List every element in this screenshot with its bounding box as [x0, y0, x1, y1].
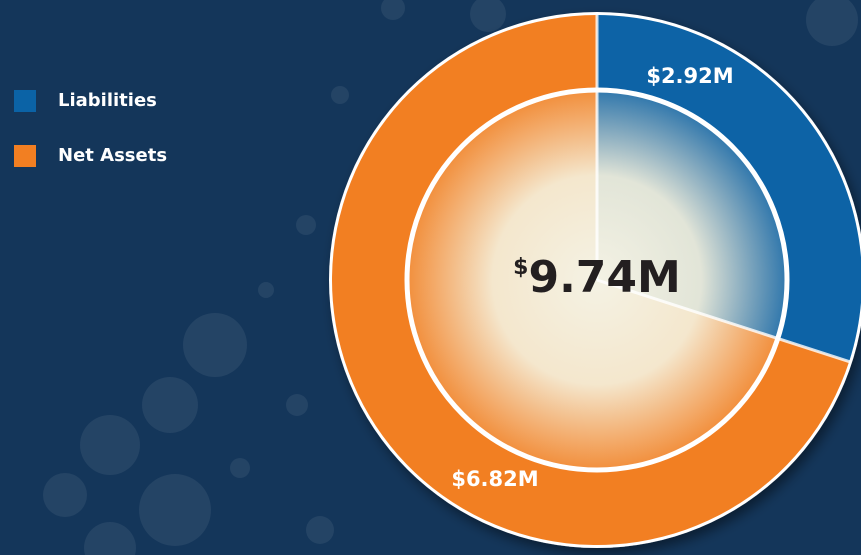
segment-divider	[596, 278, 852, 364]
inner-ring	[404, 87, 790, 473]
legend-swatch	[14, 90, 36, 112]
donut-overlay: $2.92M $6.82M $9.74M	[404, 13, 852, 491]
legend-label: Net Assets	[58, 145, 167, 166]
value-label: $6.82M	[451, 467, 538, 491]
legend-swatch	[14, 145, 36, 167]
center-label: $9.74M	[513, 252, 681, 303]
bubbles	[43, 0, 858, 555]
legend-label: Liabilities	[58, 90, 157, 111]
value-label: $2.92M	[646, 64, 733, 88]
